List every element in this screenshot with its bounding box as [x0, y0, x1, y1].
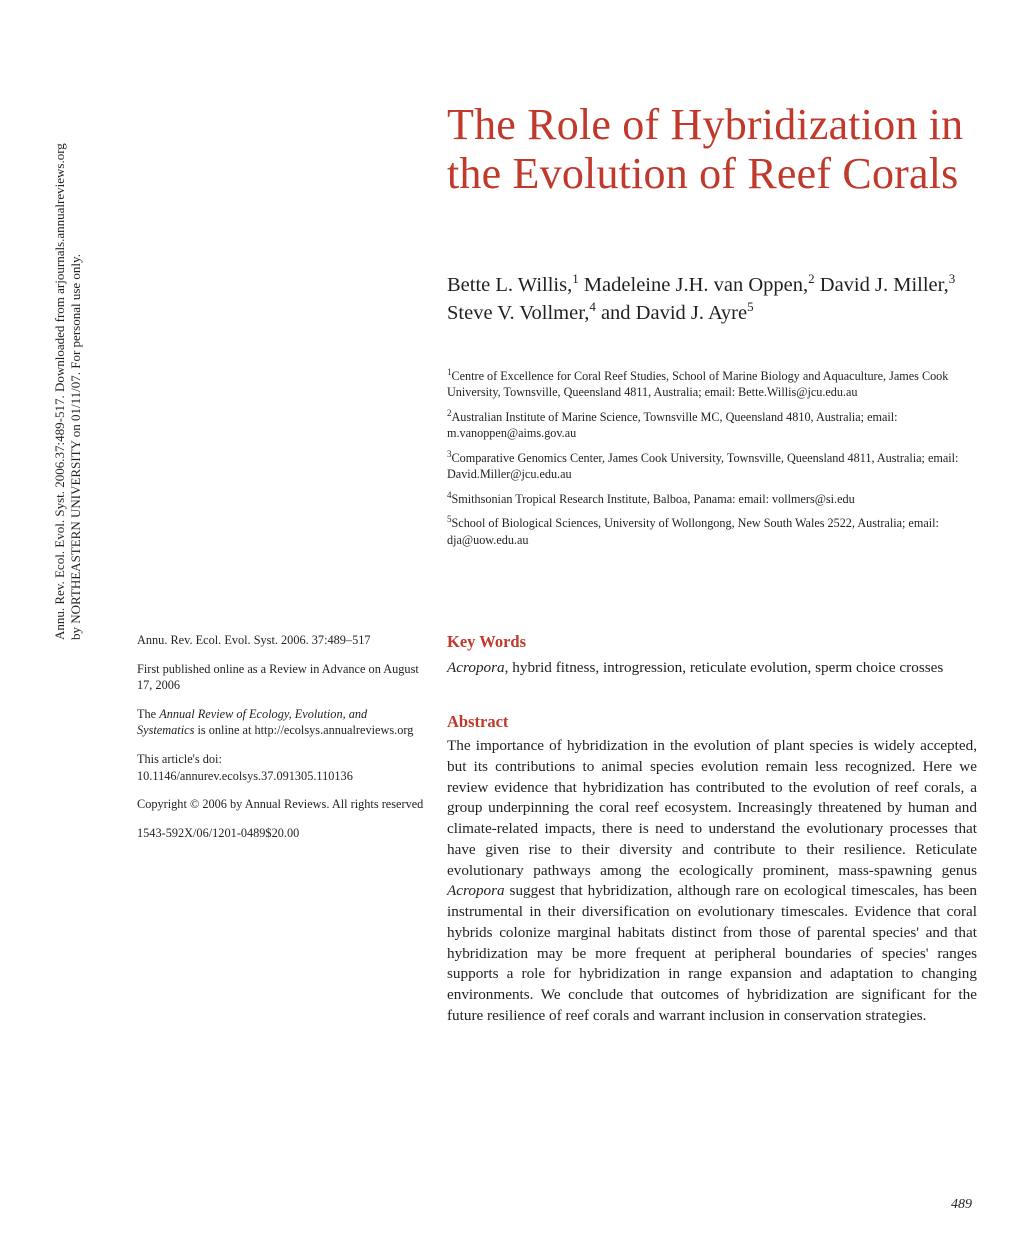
left-metadata-column: Annu. Rev. Ecol. Evol. Syst. 2006. 37:48…	[137, 632, 427, 853]
journal-online-suffix: is online at http://ecolsys.annualreview…	[194, 723, 413, 737]
page-number: 489	[951, 1197, 972, 1213]
doi-value: 10.1146/annurev.ecolsys.37.091305.110136	[137, 769, 353, 783]
watermark-line-1: Annu. Rev. Ecol. Evol. Syst. 2006.37:489…	[52, 300, 68, 640]
journal-online-prefix: The	[137, 707, 159, 721]
issn-line: 1543-592X/06/1201-0489$20.00	[137, 825, 427, 842]
affiliation-5: 5School of Biological Sciences, Universi…	[447, 515, 977, 548]
author-list: Bette L. Willis,1 Madeleine J.H. van Opp…	[447, 272, 977, 327]
key-words-heading: Key Words	[447, 632, 526, 652]
affiliation-list: 1Centre of Excellence for Coral Reef Stu…	[447, 368, 977, 556]
abstract-italic: Acropora	[447, 882, 505, 899]
page-root: Annu. Rev. Ecol. Evol. Syst. 2006.37:489…	[0, 0, 1020, 1257]
abstract-heading: Abstract	[447, 712, 508, 732]
affiliation-2: 2Australian Institute of Marine Science,…	[447, 409, 977, 442]
affiliation-3: 3Comparative Genomics Center, James Cook…	[447, 450, 977, 483]
article-title: The Role of Hybridization in the Evoluti…	[447, 100, 977, 199]
abstract-pre: The importance of hybridization in the e…	[447, 737, 977, 879]
key-words-body: Acropora, hybrid fitness, introgression,…	[447, 658, 977, 679]
citation-line: Annu. Rev. Ecol. Evol. Syst. 2006. 37:48…	[137, 632, 427, 649]
doi-block: This article's doi: 10.1146/annurev.ecol…	[137, 751, 427, 784]
abstract-post: suggest that hybridization, although rar…	[447, 882, 977, 1024]
affiliation-1: 1Centre of Excellence for Coral Reef Stu…	[447, 368, 977, 401]
doi-label: This article's doi:	[137, 752, 222, 766]
key-words-rest: , hybrid fitness, introgression, reticul…	[505, 659, 944, 676]
watermark-line-2: by NORTHEASTERN UNIVERSITY on 01/11/07. …	[68, 300, 84, 640]
abstract-body: The importance of hybridization in the e…	[447, 736, 977, 1027]
journal-online-line: The Annual Review of Ecology, Evolution,…	[137, 706, 427, 739]
key-words-italic-lead: Acropora	[447, 659, 505, 676]
affiliation-4: 4Smithsonian Tropical Research Institute…	[447, 491, 977, 507]
download-watermark: Annu. Rev. Ecol. Evol. Syst. 2006.37:489…	[52, 300, 85, 640]
copyright-line: Copyright © 2006 by Annual Reviews. All …	[137, 796, 427, 813]
first-published-line: First published online as a Review in Ad…	[137, 661, 427, 694]
